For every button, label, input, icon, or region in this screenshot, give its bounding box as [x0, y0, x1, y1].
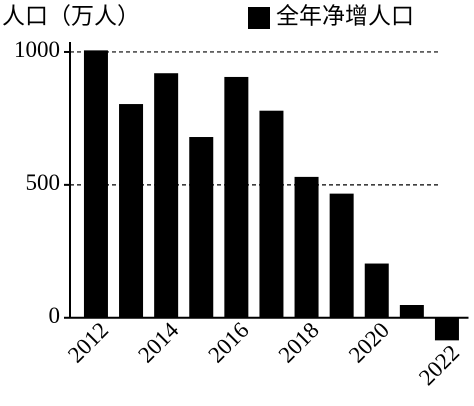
chart-title: 人口（万人）: [2, 3, 140, 28]
bar: [189, 137, 214, 318]
bar: [83, 50, 108, 318]
x-tick-label: 2016: [203, 317, 253, 367]
bar: [259, 110, 284, 318]
bar: [329, 193, 354, 318]
bar: [399, 305, 424, 318]
legend-swatch: [248, 7, 270, 29]
x-tick-label: 2014: [133, 317, 184, 368]
bar: [434, 317, 459, 341]
bar: [119, 104, 144, 318]
bar: [154, 73, 179, 318]
x-tick-label: 2012: [63, 317, 113, 367]
x-tick-label: 2022: [414, 340, 464, 390]
x-tick-label: 2018: [274, 317, 324, 367]
bar: [294, 176, 319, 318]
y-tick-label: 500: [26, 170, 61, 195]
bar: [224, 76, 249, 318]
legend-label: 全年净增人口: [276, 3, 414, 28]
bar: [364, 263, 389, 318]
y-tick-label: 1000: [14, 37, 60, 62]
x-tick-label: 2020: [344, 317, 394, 367]
y-tick-label: 0: [49, 303, 61, 328]
